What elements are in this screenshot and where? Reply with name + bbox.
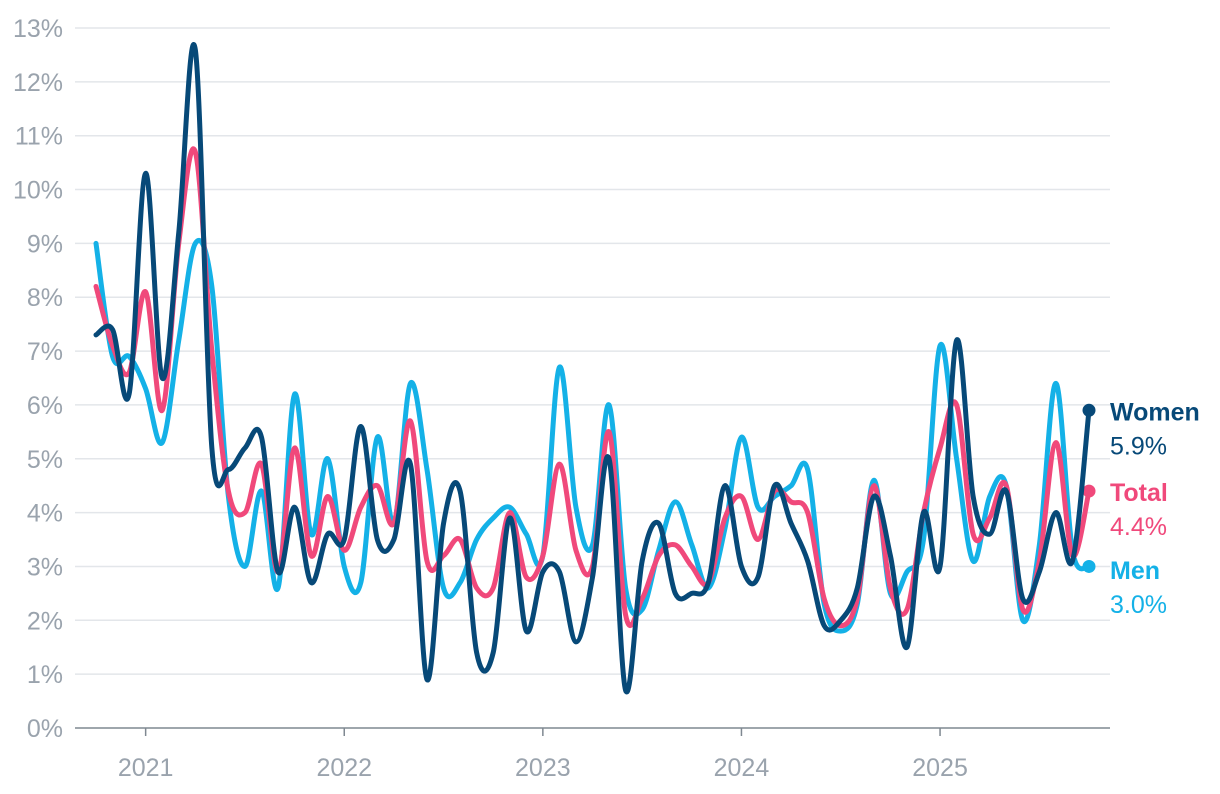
end-label-value-men: 3.0% [1110,591,1167,619]
y-tick-label: 8% [27,284,63,312]
end-label-name-total: Total [1110,479,1168,507]
y-tick-label: 4% [27,500,63,528]
y-tick-label: 1% [27,661,63,689]
end-label-value-women: 5.9% [1110,432,1167,460]
y-tick-label: 2% [27,607,63,635]
y-tick-label: 11% [15,123,63,151]
y-tick-label: 0% [27,715,63,743]
end-point-total [1082,484,1096,498]
series-line-men [93,237,1092,634]
y-tick-label: 6% [27,392,63,420]
x-tick-label: 2024 [714,754,770,782]
series-lines [93,42,1096,695]
y-tick-label: 9% [27,230,63,258]
x-axis-ticks: 2021 2022 2023 2024 2025 [118,728,968,782]
x-tick-label: 2023 [515,754,571,782]
end-label-name-men: Men [1110,557,1160,585]
x-tick-label: 2021 [118,754,174,782]
end-point-men [1082,559,1096,573]
end-point-women [1082,403,1096,417]
y-tick-label: 5% [27,446,63,474]
series-end-labels: Men 3.0% Total 4.4% Women 5.9% [1110,398,1200,619]
end-label-name-women: Women [1110,398,1200,426]
series-line-women [93,42,1092,695]
y-tick-label: 13% [13,15,63,43]
x-tick-label: 2025 [912,754,968,782]
x-tick-label: 2022 [316,754,372,782]
y-tick-label: 12% [13,69,63,97]
series-line-total [93,146,1092,629]
y-tick-label: 7% [27,338,63,366]
y-tick-label: 3% [27,553,63,581]
y-axis-tick-labels: 0% 1% 2% 3% 4% 5% 6% 7% 8% 9% 10% 11% 12% 13% [13,15,63,743]
end-label-value-total: 4.4% [1110,513,1167,541]
y-tick-label: 10% [13,177,63,205]
